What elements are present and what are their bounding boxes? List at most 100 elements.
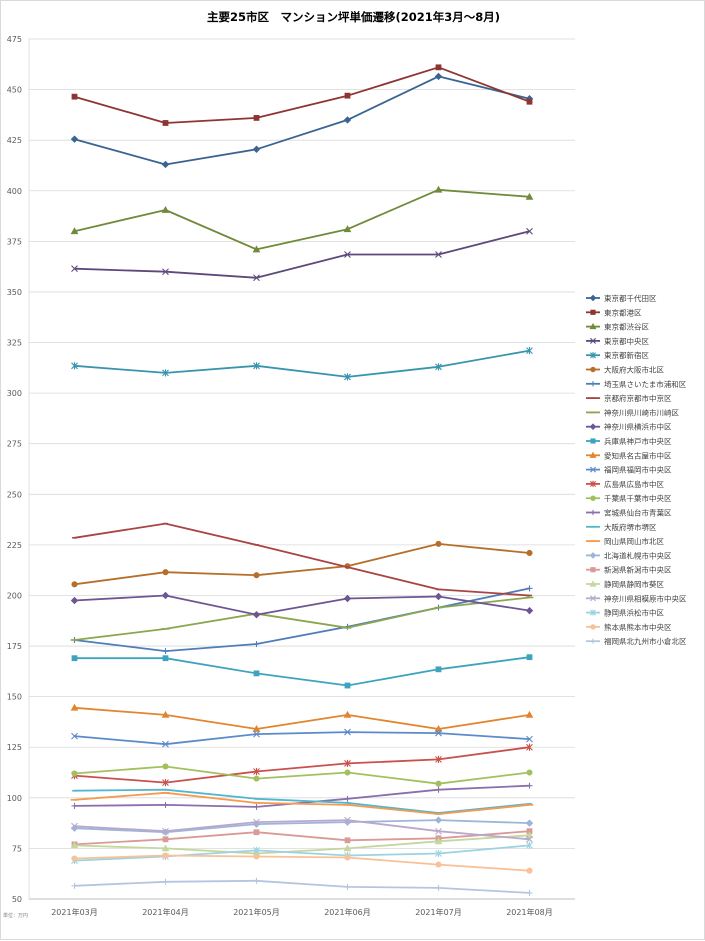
data-point [590, 638, 596, 644]
legend-item: 北海道札幌市中央区 [586, 550, 672, 560]
legend-item: 京都府京都市中京区 [586, 393, 672, 403]
data-point [343, 116, 352, 124]
data-point [589, 552, 597, 559]
y-tick-label: 150 [7, 693, 22, 702]
series-19 [70, 816, 534, 836]
legend-item: 神奈川県横浜市中区 [586, 422, 672, 432]
data-point [344, 92, 351, 99]
data-point [525, 831, 534, 839]
data-point [525, 192, 534, 200]
data-point [344, 251, 351, 258]
series-line [74, 75, 530, 166]
data-point [71, 581, 78, 588]
legend-label: 愛知県名古屋市中区 [604, 450, 672, 460]
data-point [590, 480, 596, 488]
data-point [253, 670, 260, 677]
data-point [526, 782, 533, 789]
data-point [435, 666, 442, 673]
series-22 [71, 816, 533, 843]
legend-item: 愛知県名古屋市中区 [586, 450, 672, 460]
data-point [344, 883, 351, 890]
legend-item: 東京都港区 [586, 307, 642, 317]
series-1 [70, 72, 534, 169]
legend-item: 熊本県熊本市中央区 [586, 622, 672, 632]
y-tick-label: 175 [7, 642, 22, 651]
series-line [74, 788, 530, 814]
series-20 [71, 828, 533, 848]
data-point [253, 803, 260, 810]
legend-item: 千葉県千葉市中央区 [586, 493, 672, 503]
data-point [589, 294, 597, 302]
data-point [526, 889, 533, 896]
data-point [434, 837, 443, 845]
x-tick-label: 2021年05月 [233, 907, 280, 917]
legend-label: 兵庫県神戸市中央区 [604, 436, 672, 446]
series-line [74, 66, 530, 124]
data-point [344, 854, 351, 861]
data-point [435, 64, 442, 71]
x-tick-label: 2021年06月 [324, 907, 371, 917]
data-point [434, 592, 443, 601]
data-point [252, 724, 261, 732]
y-tick-label: 475 [7, 35, 22, 44]
y-tick-label: 50 [12, 895, 22, 904]
data-point [525, 819, 534, 827]
data-point [590, 352, 596, 359]
legend-label: 大阪府大阪市北区 [604, 365, 664, 375]
legend-item: 兵庫県神戸市中央区 [586, 436, 672, 446]
data-point [435, 780, 442, 787]
data-point [252, 145, 261, 153]
series-line [74, 656, 530, 687]
data-point [434, 72, 443, 81]
legend-label: 大阪府堺市堺区 [604, 522, 657, 532]
y-tick-label: 325 [7, 339, 22, 348]
series-line [74, 854, 530, 872]
data-point [344, 795, 351, 802]
y-tick-label: 75 [12, 844, 22, 853]
data-point [253, 362, 260, 370]
data-point [161, 710, 170, 718]
series-line [74, 188, 530, 251]
series-line [74, 784, 530, 808]
data-point [526, 654, 533, 661]
data-point [526, 98, 533, 105]
data-point [526, 585, 533, 592]
data-point [590, 466, 596, 473]
data-point [589, 322, 597, 330]
series-12 [70, 703, 534, 732]
legend: 東京都千代田区東京都港区東京都渋谷区東京都中央区東京都新宿区大阪府大阪市北区埼玉… [586, 293, 687, 646]
series-line [74, 543, 530, 586]
data-point [162, 268, 169, 276]
series-16 [71, 782, 533, 810]
y-tick-label: 250 [7, 490, 22, 499]
legend-label: 神奈川県川崎市川崎区 [604, 407, 679, 417]
series-line [74, 879, 530, 894]
y-tick-label: 300 [7, 389, 22, 398]
series-15 [71, 763, 533, 787]
legend-item: 神奈川県相模原市中央区 [586, 593, 687, 603]
series-4 [71, 227, 533, 282]
legend-label: 静岡県静岡市葵区 [604, 579, 664, 589]
data-point [253, 775, 260, 782]
legend-label: 北海道札幌市中央区 [604, 550, 672, 560]
legend-label: 京都府京都市中京区 [604, 393, 672, 403]
data-point [253, 767, 260, 776]
data-point [434, 816, 443, 824]
y-tick-label: 350 [7, 288, 22, 297]
series-line [74, 587, 530, 652]
chart-title: 主要25市区 マンション坪単価遷移(2021年3月～8月) [206, 10, 501, 24]
data-point [71, 655, 78, 662]
series-line [74, 596, 530, 641]
data-point [71, 770, 78, 777]
data-point [162, 120, 169, 126]
y-tick-label: 400 [7, 187, 22, 196]
data-point [435, 363, 442, 371]
data-point [162, 740, 169, 748]
legend-label: 福岡県福岡市中央区 [604, 465, 672, 475]
data-point [70, 135, 79, 143]
series-line [74, 230, 530, 279]
data-point [70, 596, 79, 605]
legend-label: 福岡県北九州市小倉北区 [604, 636, 687, 646]
data-point [162, 369, 169, 377]
data-point [590, 509, 596, 516]
